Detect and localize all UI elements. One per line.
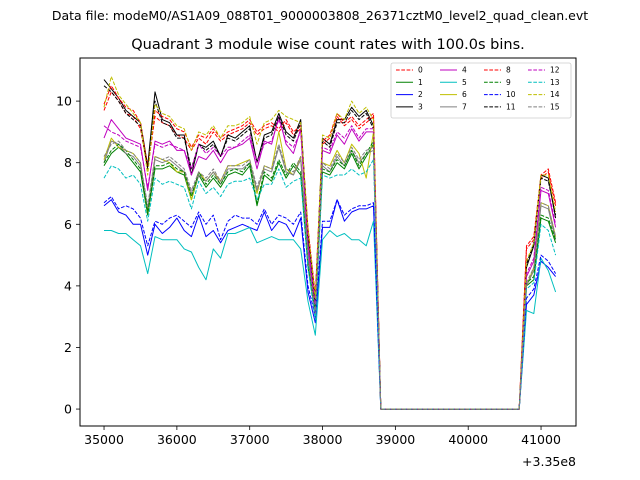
legend-label-9: 9: [506, 78, 511, 87]
x-tick-label: 41000: [521, 432, 561, 447]
y-tick-label: 10: [56, 94, 72, 109]
x-tick-label: 40000: [448, 432, 488, 447]
x-offset-label: +3.35e8: [522, 454, 576, 469]
legend-label-2: 2: [418, 90, 423, 99]
x-tick-label: 38000: [303, 432, 343, 447]
y-tick-label: 8: [64, 155, 72, 170]
y-tick-label: 6: [64, 217, 72, 232]
legend-label-12: 12: [550, 66, 560, 75]
legend-label-14: 14: [550, 90, 560, 99]
y-tick-label: 0: [64, 402, 72, 417]
legend-label-3: 3: [418, 103, 423, 112]
plot-area: [103, 76, 557, 410]
x-tick-label: 37000: [230, 432, 270, 447]
series-line-0: [103, 91, 557, 410]
chart-title: Quadrant 3 module wise count rates with …: [131, 37, 525, 53]
x-tick-label: 35000: [84, 432, 124, 447]
legend-frame: [390, 62, 572, 119]
series-line-10: [103, 196, 557, 410]
legend-label-10: 10: [506, 90, 516, 99]
series-line-15: [103, 140, 557, 410]
y-tick-label: 4: [64, 278, 72, 293]
series-line-13: [103, 159, 557, 410]
series-lines: [103, 76, 557, 410]
legend-label-8: 8: [506, 66, 511, 75]
legend-label-6: 6: [462, 90, 467, 99]
legend-label-1: 1: [418, 78, 423, 87]
legend-label-5: 5: [462, 78, 467, 87]
axes: 35000 36000 37000 38000 39000 40000 41000 0 2 4 6 8…: [56, 57, 577, 447]
series-line-14: [103, 76, 557, 410]
x-tick-label: 36000: [157, 432, 197, 447]
legend-label-0: 0: [418, 66, 423, 75]
x-tick-label: 39000: [375, 432, 415, 447]
legend-label-11: 11: [506, 103, 516, 112]
legend-label-4: 4: [462, 66, 467, 75]
legend-label-15: 15: [550, 103, 560, 112]
axes-frame: [79, 57, 577, 427]
figure-suptitle: Data file: modeM0/AS1A09_088T01_90000038…: [52, 8, 588, 23]
legend-label-7: 7: [462, 103, 467, 112]
y-tick-label: 2: [64, 340, 72, 355]
legend-label-13: 13: [550, 78, 560, 87]
